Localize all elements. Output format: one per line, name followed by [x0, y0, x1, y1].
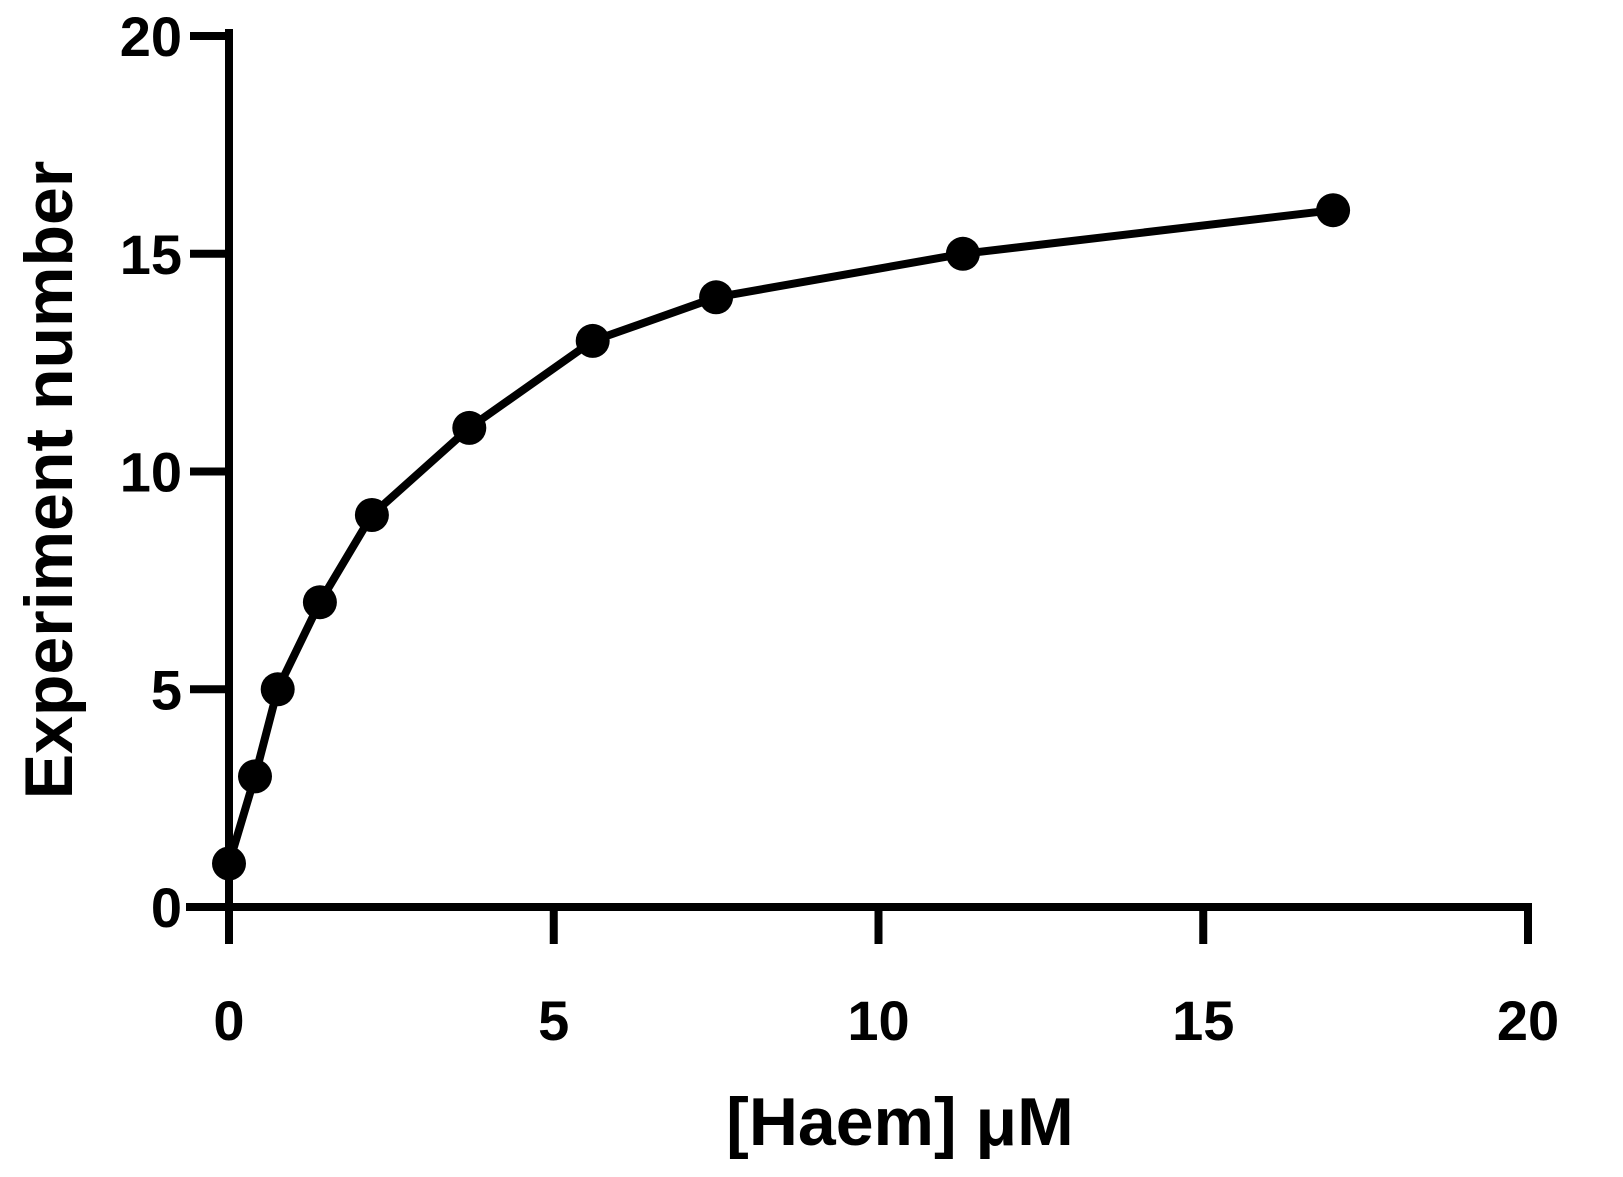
- data-point: [575, 323, 610, 358]
- y-tick-label: 15: [120, 223, 182, 286]
- x-tick-label: 20: [1497, 989, 1559, 1052]
- x-tick-label: 0: [213, 989, 244, 1052]
- y-tick-label: 5: [151, 658, 182, 721]
- x-tick-label: 10: [847, 989, 909, 1052]
- axes: 0 5 10 15 20 0 5 10 15 20: [120, 5, 1559, 1052]
- series-line: [225, 206, 1334, 865]
- y-tick-label: 10: [120, 441, 182, 504]
- x-axis-title: [Haem] μM: [726, 1084, 1074, 1160]
- labels: [Haem] μM Experiment number: [11, 161, 1074, 1160]
- data-point: [354, 498, 389, 532]
- series: [212, 193, 1351, 881]
- data-point: [302, 585, 337, 620]
- data-point: [212, 846, 246, 881]
- data-point: [1316, 193, 1351, 228]
- y-axis-title: Experiment number: [11, 161, 87, 800]
- y-tick-label: 20: [120, 5, 182, 68]
- x-tick-label: 5: [538, 989, 569, 1052]
- y-tick-label: 0: [151, 876, 182, 939]
- data-point: [699, 280, 734, 315]
- x-tick-label: 15: [1172, 989, 1234, 1052]
- data-point: [260, 672, 295, 707]
- data-point: [238, 759, 272, 794]
- data-point: [945, 236, 980, 271]
- data-point: [452, 410, 487, 445]
